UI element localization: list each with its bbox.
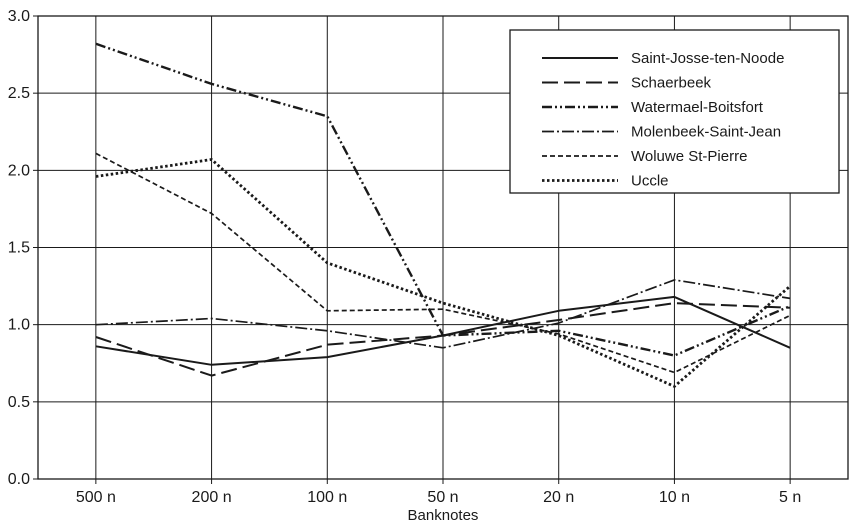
x-tick-label: 20 n	[543, 489, 574, 506]
legend-label: Uccle	[631, 173, 669, 190]
y-tick-label: 0.5	[8, 394, 30, 411]
y-tick-label: 2.5	[8, 85, 30, 102]
x-tick-label: 50 n	[427, 489, 458, 506]
x-tick-label: 200 n	[192, 489, 232, 506]
series-line-3	[95, 42, 791, 357]
legend-label: Saint-Josse-ten-Noode	[631, 50, 784, 67]
x-tick-label: 500 n	[76, 489, 116, 506]
axis-ticks: 0.0 0.5 1.0 1.5 2.0 2.5 3.0 500 n 200 n 100 n 50 n…	[8, 8, 802, 506]
y-tick-label: 1.0	[8, 317, 30, 334]
legend-label: Woluwe St-Pierre	[631, 148, 747, 165]
plot-area-border	[37, 15, 849, 480]
series-line-6	[95, 158, 792, 388]
x-tick-label: 5 n	[779, 489, 801, 506]
y-tick-label: 3.0	[8, 8, 30, 25]
legend-label: Watermael-Boitsfort	[631, 99, 764, 116]
y-tick-label: 1.5	[8, 240, 30, 257]
legend-label: Molenbeek-Saint-Jean	[631, 124, 781, 141]
x-tick-label: 10 n	[659, 489, 690, 506]
series-line-4	[95, 279, 791, 349]
y-tick-label: 2.0	[8, 162, 30, 179]
y-tick-label: 0.0	[8, 471, 30, 488]
legend: Saint-Josse-ten-Noode Schaerbeek Watermael…	[509, 29, 840, 194]
series-lines	[95, 42, 792, 388]
legend-label: Schaerbeek	[631, 75, 712, 92]
series-line-5	[95, 152, 791, 374]
x-axis-title: Banknotes	[408, 507, 479, 523]
x-tick-label: 100 n	[307, 489, 347, 506]
